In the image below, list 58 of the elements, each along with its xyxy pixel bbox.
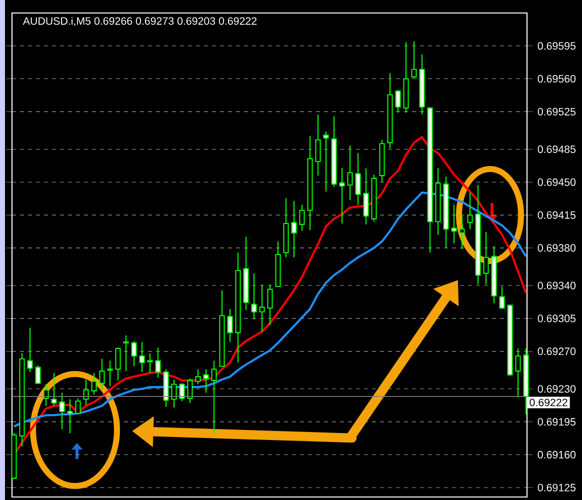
y-tick-label: 0.69125 (538, 484, 576, 492)
candlestick (499, 286, 505, 310)
candlestick (59, 392, 65, 430)
ref-line-label: 0.69222 (530, 398, 568, 406)
candlestick (347, 144, 353, 201)
y-tick-label: 0.69415 (538, 211, 576, 219)
candlestick (355, 152, 361, 206)
y-tick-label: 0.69195 (538, 418, 576, 426)
candlestick (99, 358, 105, 390)
y-tick-label: 0.69230 (538, 385, 576, 393)
candlestick (483, 231, 489, 286)
candlestick (131, 340, 137, 367)
y-tick-label: 0.69160 (538, 450, 576, 458)
candlestick (227, 308, 233, 342)
candlestick (91, 372, 97, 396)
candlestick (459, 215, 465, 250)
y-tick-label: 0.69525 (538, 108, 576, 116)
candlestick (107, 360, 113, 387)
candlestick (43, 384, 49, 406)
candlestick (51, 372, 57, 406)
candlestick (299, 204, 305, 232)
candlestick (323, 130, 329, 192)
candlestick (123, 334, 129, 372)
candlestick (155, 347, 161, 378)
candlestick (411, 40, 417, 78)
candlestick (195, 368, 201, 385)
candlestick (211, 360, 217, 434)
candlestick (171, 378, 177, 408)
y-tick-label: 0.69305 (538, 314, 576, 322)
candlestick (67, 398, 73, 434)
candlestick (291, 200, 297, 258)
candlestick (363, 168, 369, 225)
y-tick-label: 0.69485 (538, 145, 576, 154)
candlestick (147, 352, 153, 374)
candlestick (315, 114, 321, 176)
candlestick (75, 398, 81, 415)
y-tick-label: 0.69380 (538, 244, 576, 252)
candlestick (339, 168, 345, 224)
candlestick (515, 348, 521, 398)
y-tick-label: 0.69595 (538, 42, 576, 50)
y-tick-label: 0.69560 (538, 75, 576, 83)
y-tick-label: 0.69450 (538, 178, 576, 186)
candlestick (35, 364, 41, 384)
chart-title: AUDUSD.i,M5 0.69266 0.69273 0.69203 0.69222 (22, 16, 257, 26)
candlestick (203, 368, 209, 394)
candlestick (27, 327, 33, 373)
candlestick (467, 192, 473, 230)
candlestick (115, 347, 121, 381)
candlestick (451, 204, 457, 244)
y-tick-label: 0.69270 (538, 348, 576, 356)
candlestick (267, 284, 273, 326)
candlestick (259, 284, 265, 332)
candlestick (251, 272, 257, 320)
candlestick (395, 90, 401, 114)
candlestick (139, 341, 145, 373)
candlestick (83, 378, 89, 406)
candlestick (187, 378, 193, 404)
y-tick-label: 0.69340 (538, 282, 576, 290)
